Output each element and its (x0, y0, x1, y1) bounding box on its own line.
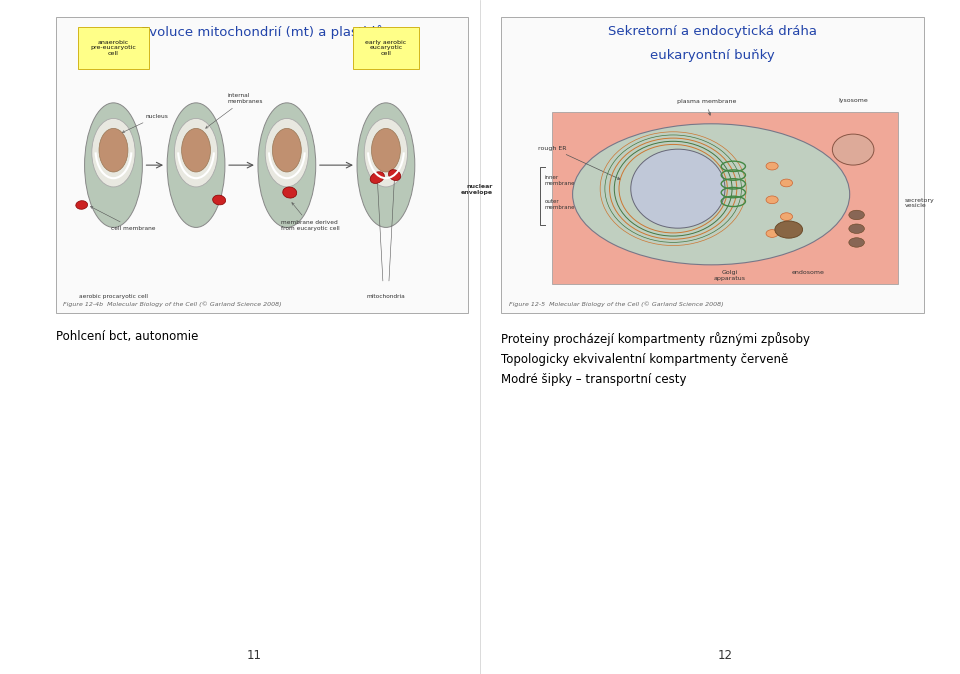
Text: nucleus: nucleus (122, 114, 168, 133)
Ellipse shape (213, 195, 226, 205)
Ellipse shape (780, 213, 793, 220)
Text: mitochondria: mitochondria (367, 294, 405, 299)
Ellipse shape (181, 128, 210, 172)
Text: nucleus: nucleus (666, 186, 690, 191)
Text: lysosome: lysosome (838, 98, 868, 103)
Ellipse shape (92, 119, 135, 187)
Text: 11: 11 (247, 649, 262, 662)
Text: rough ER: rough ER (538, 146, 620, 179)
Ellipse shape (389, 170, 400, 181)
Ellipse shape (84, 103, 142, 227)
Ellipse shape (766, 162, 779, 170)
Ellipse shape (99, 128, 128, 172)
Text: early aerobic
eucaryotic
cell: early aerobic eucaryotic cell (366, 40, 406, 57)
Ellipse shape (766, 230, 779, 237)
Text: Golgi
apparatus: Golgi apparatus (714, 270, 746, 281)
Text: Proteiny procházejí kompartmenty různými způsoby: Proteiny procházejí kompartmenty různými… (501, 332, 810, 346)
Text: aerobic procaryotic cell: aerobic procaryotic cell (79, 294, 148, 299)
Text: Pohlcení bct, autonomie: Pohlcení bct, autonomie (56, 330, 198, 343)
Text: cell membrane: cell membrane (90, 206, 156, 231)
Text: membrane derived
from eucaryotic cell: membrane derived from eucaryotic cell (281, 203, 340, 231)
Text: anaerobic
pre-eucaryotic
cell: anaerobic pre-eucaryotic cell (90, 40, 136, 57)
Ellipse shape (283, 187, 297, 198)
Text: nuclear
envelope: nuclear envelope (461, 184, 492, 195)
Text: Figure 12-5  Molecular Biology of the Cell (© Garland Science 2008): Figure 12-5 Molecular Biology of the Cel… (509, 301, 724, 307)
Text: Sekretorní a endocytická dráha: Sekretorní a endocytická dráha (608, 25, 817, 38)
Ellipse shape (364, 119, 408, 187)
Text: outer
membrane: outer membrane (545, 200, 575, 210)
FancyBboxPatch shape (501, 17, 924, 313)
Ellipse shape (775, 221, 803, 238)
Text: 12: 12 (717, 649, 732, 662)
Ellipse shape (76, 201, 87, 209)
Ellipse shape (780, 179, 793, 187)
Ellipse shape (357, 103, 415, 227)
Text: Evoluce mitochondrií (mt) a plastidů: Evoluce mitochondrií (mt) a plastidů (141, 25, 383, 39)
Text: Topologicky ekvivalentní kompartmenty červeně: Topologicky ekvivalentní kompartmenty če… (501, 353, 788, 365)
FancyBboxPatch shape (56, 17, 468, 313)
Ellipse shape (631, 149, 725, 228)
Text: endosome: endosome (792, 270, 825, 275)
Ellipse shape (258, 103, 316, 227)
Text: eukaryontní buňky: eukaryontní buňky (650, 49, 775, 62)
Ellipse shape (175, 119, 218, 187)
Text: inner
membrane: inner membrane (545, 175, 575, 186)
Ellipse shape (766, 196, 779, 204)
Ellipse shape (849, 210, 864, 220)
Ellipse shape (572, 124, 850, 265)
Text: plasma membrane: plasma membrane (677, 99, 736, 115)
Ellipse shape (849, 224, 864, 233)
Text: secretory
vesicle: secretory vesicle (905, 197, 935, 208)
Ellipse shape (372, 128, 400, 172)
Ellipse shape (167, 103, 225, 227)
Ellipse shape (273, 128, 301, 172)
Text: Figure 12-4b  Molecular Biology of the Cell (© Garland Science 2008): Figure 12-4b Molecular Biology of the Ce… (63, 301, 282, 307)
Text: internal
membranes: internal membranes (205, 93, 263, 128)
Text: Modré šipky – transportní cesty: Modré šipky – transportní cesty (501, 373, 686, 386)
Ellipse shape (371, 172, 384, 183)
Ellipse shape (265, 119, 308, 187)
Bar (552, 112, 899, 284)
Ellipse shape (849, 238, 864, 247)
Ellipse shape (832, 134, 874, 165)
